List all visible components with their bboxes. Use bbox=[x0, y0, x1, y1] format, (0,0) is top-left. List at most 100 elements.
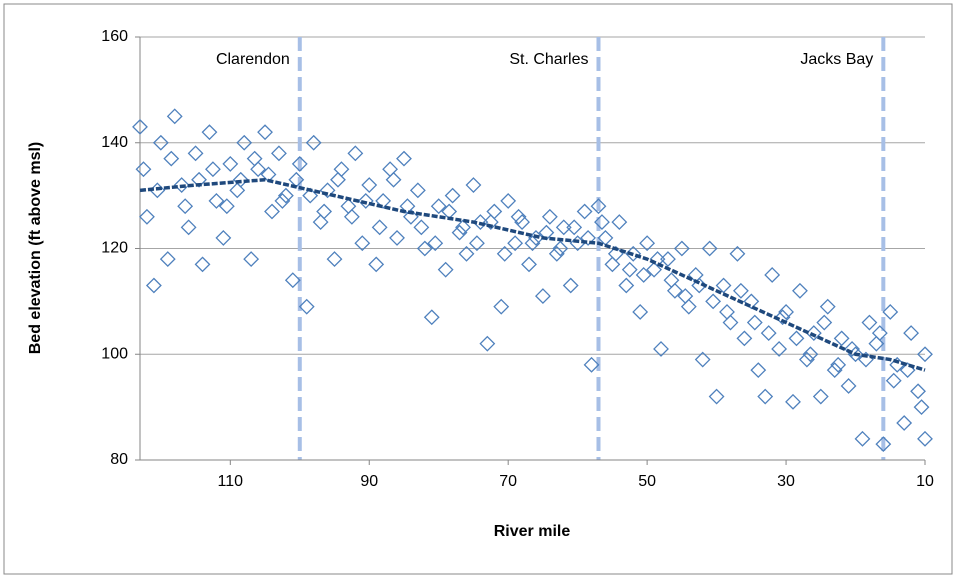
x-tick-label: 70 bbox=[499, 473, 517, 490]
data-point bbox=[305, 134, 322, 151]
data-point bbox=[583, 356, 600, 373]
data-point bbox=[455, 219, 471, 236]
data-point bbox=[541, 208, 558, 225]
data-point bbox=[663, 272, 680, 289]
data-point bbox=[152, 134, 169, 151]
data-point bbox=[635, 267, 652, 283]
data-point bbox=[552, 240, 569, 257]
data-point bbox=[830, 356, 847, 373]
data-point bbox=[187, 145, 204, 162]
data-point bbox=[632, 304, 649, 320]
data-point bbox=[854, 430, 871, 447]
x-tick-label: 50 bbox=[638, 473, 656, 490]
data-point bbox=[166, 108, 183, 125]
data-point bbox=[243, 251, 260, 267]
data-point bbox=[868, 335, 885, 352]
data-point bbox=[882, 304, 899, 320]
data-point bbox=[757, 388, 774, 405]
data-point bbox=[861, 314, 878, 331]
data-point bbox=[715, 277, 732, 294]
data-point bbox=[403, 208, 419, 225]
data-point bbox=[493, 298, 510, 315]
data-point bbox=[371, 219, 388, 236]
data-point bbox=[389, 230, 405, 246]
data-point bbox=[218, 198, 235, 215]
data-point bbox=[785, 393, 801, 410]
data-point bbox=[482, 214, 499, 230]
data-point bbox=[368, 256, 385, 273]
data-point bbox=[177, 198, 194, 215]
data-point bbox=[896, 415, 913, 431]
data-point bbox=[913, 399, 930, 416]
data-point bbox=[229, 182, 246, 199]
data-point bbox=[191, 171, 207, 188]
x-tick-label: 110 bbox=[218, 473, 244, 490]
data-point bbox=[291, 155, 308, 172]
data-point bbox=[621, 261, 638, 278]
trend-line bbox=[139, 177, 926, 372]
data-point bbox=[653, 341, 669, 357]
data-point bbox=[145, 277, 162, 294]
data-point bbox=[423, 309, 440, 326]
data-point bbox=[764, 267, 781, 283]
data-point bbox=[576, 203, 593, 220]
data-point bbox=[875, 436, 892, 453]
data-point bbox=[451, 224, 468, 241]
data-point bbox=[594, 214, 610, 230]
data-point bbox=[736, 330, 753, 347]
data-point bbox=[316, 203, 333, 220]
data-point bbox=[205, 161, 221, 178]
data-point bbox=[917, 430, 933, 447]
y-tick-label: 140 bbox=[101, 134, 128, 151]
data-point bbox=[330, 171, 346, 188]
data-point bbox=[666, 282, 683, 299]
data-point bbox=[246, 150, 263, 167]
data-point bbox=[618, 277, 635, 294]
data-point bbox=[357, 192, 374, 209]
data-point bbox=[535, 288, 551, 305]
data-point bbox=[298, 298, 315, 315]
data-point bbox=[430, 198, 447, 215]
data-point bbox=[319, 182, 336, 199]
data-point bbox=[885, 372, 902, 389]
data-point bbox=[215, 230, 232, 246]
data-point bbox=[257, 124, 273, 141]
y-tick-label: 120 bbox=[101, 240, 128, 257]
data-point bbox=[132, 118, 148, 135]
data-point bbox=[910, 383, 926, 400]
data-point bbox=[427, 235, 444, 252]
x-tick-label: 30 bbox=[777, 473, 795, 490]
data-point bbox=[826, 362, 843, 379]
data-point bbox=[208, 192, 225, 209]
data-point bbox=[816, 314, 833, 331]
divider-label: St. Charles bbox=[509, 51, 588, 68]
data-point bbox=[722, 314, 739, 331]
data-point bbox=[590, 198, 607, 215]
data-point bbox=[680, 298, 697, 315]
data-point bbox=[705, 293, 722, 310]
data-point bbox=[819, 298, 836, 315]
data-point bbox=[649, 251, 666, 267]
data-point bbox=[375, 192, 392, 209]
y-axis-label: Bed elevation (ft above msl) bbox=[27, 142, 44, 355]
data-point bbox=[271, 145, 287, 162]
data-point bbox=[694, 351, 711, 368]
data-point bbox=[732, 282, 749, 299]
data-point bbox=[719, 304, 735, 320]
data-point bbox=[646, 261, 662, 278]
data-point bbox=[743, 293, 760, 310]
data-point bbox=[232, 171, 249, 188]
data-point bbox=[510, 208, 527, 225]
data-point bbox=[361, 177, 378, 193]
data-point bbox=[760, 325, 777, 342]
data-point bbox=[514, 214, 530, 230]
data-point bbox=[871, 325, 888, 342]
data-point bbox=[201, 124, 218, 141]
data-point bbox=[413, 219, 430, 236]
chart-border bbox=[3, 3, 953, 575]
data-point bbox=[274, 192, 291, 209]
data-point bbox=[604, 256, 621, 273]
data-point bbox=[639, 235, 656, 252]
data-point bbox=[524, 235, 541, 252]
data-point bbox=[507, 235, 524, 252]
